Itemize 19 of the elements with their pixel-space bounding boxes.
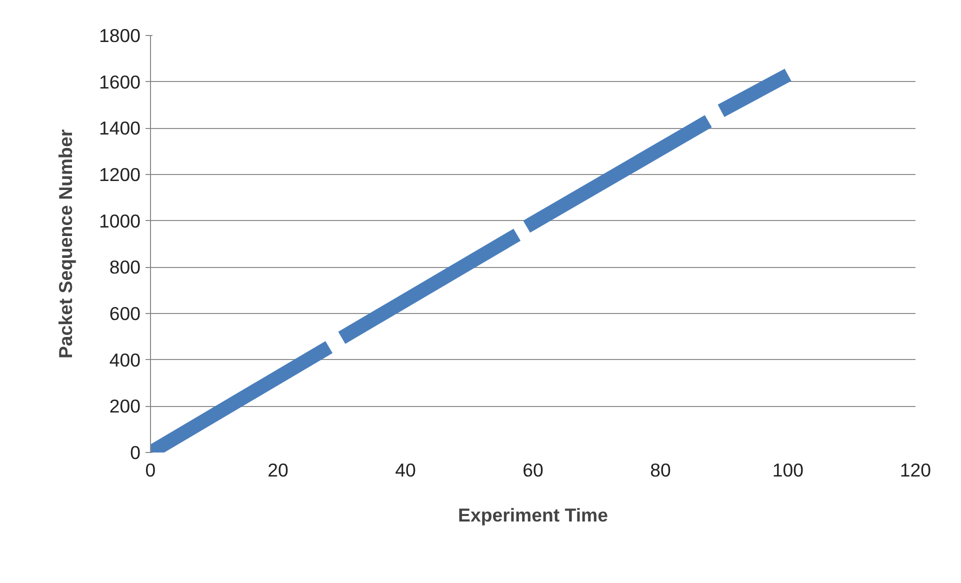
x-tick-label: 40	[395, 460, 416, 480]
x-tick-label: 80	[650, 460, 671, 480]
x-axis-title: Experiment Time	[458, 504, 608, 526]
x-tick-label: 100	[772, 460, 804, 480]
y-tick-label: 800	[109, 256, 141, 278]
x-tick-label: 60	[522, 460, 544, 480]
x-tick-label: 120	[900, 460, 932, 480]
y-tick-label: 1000	[98, 210, 141, 232]
y-tick-label: 1800	[98, 25, 141, 46]
y-axis-title: Packet Sequence Number	[54, 129, 76, 359]
y-tick-label: 200	[109, 396, 141, 417]
x-tick-label: 0	[145, 460, 156, 480]
y-tick-label: 1400	[98, 118, 141, 139]
x-tick-label: 20	[268, 460, 288, 480]
y-tick-label: 0	[130, 442, 141, 463]
y-tick-label: 1200	[98, 164, 141, 185]
y-tick-label: 600	[109, 303, 141, 324]
y-tick-label: 400	[109, 349, 141, 370]
y-tick-label: 1600	[98, 71, 141, 92]
